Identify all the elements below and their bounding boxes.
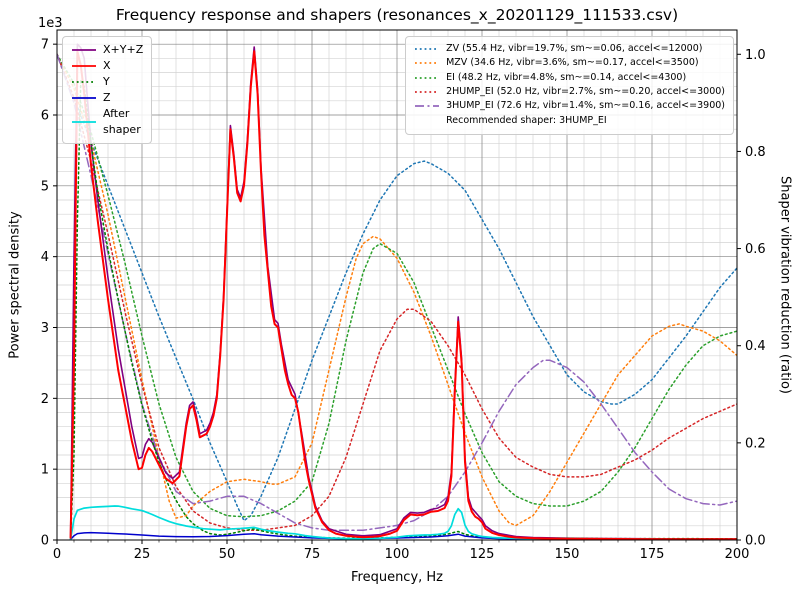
y-left-tick-label: 5 [41, 179, 49, 194]
x-tick-label: 25 [134, 547, 151, 562]
legend-item: After shaper [71, 106, 143, 138]
legend-item: 3HUMP_EI (72.6 Hz, vibr=1.4%, sm~=0.16, … [414, 99, 725, 113]
series-psd-after [69, 505, 737, 540]
legend-shaper-rows: ZV (55.4 Hz, vibr=19.7%, sm~=0.06, accel… [414, 42, 725, 113]
series-ei [57, 53, 737, 518]
legend-item: X [71, 58, 143, 74]
legend-line-sample [415, 48, 440, 51]
y-left-tick-label: 6 [41, 109, 49, 124]
legend-item-label: After shaper [103, 106, 141, 136]
legend-line-sample [72, 65, 96, 67]
x-tick-label: 175 [640, 547, 665, 562]
y-left-tick-label: 0 [41, 534, 49, 549]
y-right-tick-label: 0.2 [745, 436, 766, 451]
legend-item-label: EI (48.2 Hz, vibr=4.8%, sm~=0.14, accel<… [446, 71, 687, 83]
y-left-tick-label: 2 [41, 392, 49, 407]
legend-item-label: Z [103, 90, 111, 104]
legend-item: ZV (55.4 Hz, vibr=19.7%, sm~=0.06, accel… [414, 42, 725, 56]
legend-item: MZV (34.6 Hz, vibr=3.6%, sm~=0.17, accel… [414, 56, 725, 70]
legend-line-sample [415, 105, 440, 108]
legend-item-label: MZV (34.6 Hz, vibr=3.6%, sm~=0.17, accel… [446, 57, 699, 69]
y-right-axis-label: Shaper vibration reduction (ratio) [777, 176, 793, 394]
series-psd-y [69, 78, 737, 540]
legend-shapers: ZV (55.4 Hz, vibr=19.7%, sm~=0.06, accel… [405, 36, 734, 135]
legend-item: EI (48.2 Hz, vibr=4.8%, sm~=0.14, accel<… [414, 71, 725, 85]
legend-line-sample [72, 96, 96, 99]
series-zv [57, 53, 737, 522]
legend-line-sample [415, 62, 440, 65]
y-left-tick-label: 1 [41, 463, 49, 478]
series-3hump-ei [57, 53, 737, 532]
y-right-tick-label: 0.4 [745, 339, 766, 354]
x-tick-label: 100 [385, 547, 410, 562]
x-tick-label: 0 [53, 547, 61, 562]
y-left-tick-label: 4 [41, 250, 49, 265]
x-tick-label: 75 [304, 547, 321, 562]
legend-item-label: X+Y+Z [103, 43, 144, 56]
y-left-offset-text: 1e3 [38, 16, 63, 31]
x-tick-label: 150 [555, 547, 580, 562]
x-tick-label: 200 [725, 547, 750, 562]
x-tick-label: 125 [470, 547, 495, 562]
legend-item-label: Y [103, 74, 110, 88]
legend-item-label: X [103, 58, 111, 72]
y-left-tick-label: 3 [41, 321, 49, 336]
y-right-tick-label: 0.0 [745, 534, 766, 549]
y-left-tick-label: 7 [41, 38, 49, 53]
y-right-tick-label: 0.6 [745, 242, 766, 257]
legend-line-sample [72, 49, 96, 51]
legend-item: Z [71, 90, 143, 106]
legend-psd: X+Y+Z X Y Z After shaper [62, 36, 153, 144]
legend-line-sample [415, 76, 440, 79]
series-2hump-ei [57, 53, 737, 532]
tick-labels: 0 25 50 75 100 125 150 175 200 0 1 2 3 4 5 6 7 0.0 0.2 0.4 0… [41, 38, 766, 562]
y-right-tick-label: 0.8 [745, 145, 766, 160]
series-psd-z [69, 531, 737, 540]
legend-line-sample [415, 90, 440, 93]
chart-title: Frequency response and shapers (resonanc… [115, 6, 679, 24]
y-right-tick-label: 1.0 [745, 48, 766, 63]
legend-item-label: 2HUMP_EI (52.0 Hz, vibr=2.7%, sm~=0.20, … [446, 85, 725, 97]
x-tick-label: 50 [219, 547, 236, 562]
legend-item: X+Y+Z [71, 42, 143, 58]
legend-line-sample [72, 80, 96, 83]
x-axis-label: Frequency, Hz [350, 570, 444, 585]
series-mzv [57, 53, 737, 527]
recommended-shaper-note: Recommended shaper: 3HUMP_EI [446, 115, 607, 127]
series-psd-x [69, 50, 737, 540]
legend-item-label: 3HUMP_EI (72.6 Hz, vibr=1.4%, sm~=0.16, … [446, 100, 725, 111]
legend-item: Y [71, 74, 143, 90]
legend-item-label: ZV (55.4 Hz, vibr=19.7%, sm~=0.06, accel… [446, 43, 703, 54]
legend-item: 2HUMP_EI (52.0 Hz, vibr=2.7%, sm~=0.20, … [414, 85, 725, 99]
legend-line-sample [72, 120, 96, 123]
y-left-axis-label: Power spectral density [7, 211, 23, 359]
